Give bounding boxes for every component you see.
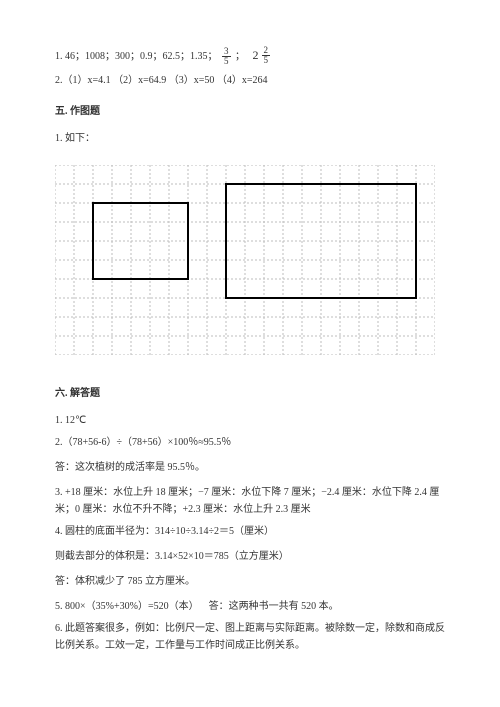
grid-svg — [55, 165, 435, 355]
text-sep: ； — [235, 51, 245, 62]
mixed-number: 2 2 5 — [253, 45, 273, 65]
ans-2: 2.（78+56-6）÷（78+56）×100％≈95.5％ — [55, 434, 445, 451]
answers-line-2: 2.（1）x=4.1 （2）x=64.9 （3）x=50 （4）x=264 — [55, 72, 445, 89]
ans-4: 4. 圆柱的底面半径为：314÷10÷3.14÷2＝5（厘米） — [55, 523, 445, 540]
ans-5: 5. 800×（35%+30%）=520（本） 答：这两种书一共有 520 本。 — [55, 598, 445, 615]
ans-2-reply: 答：这次植树的成活率是 95.5％。 — [55, 459, 445, 476]
ans-5a: 5. 800×（35%+30%）=520（本） — [55, 601, 199, 612]
ans-3: 3. +18 厘米：水位上升 18 厘米；−7 厘米：水位下降 7 厘米；−2.… — [55, 484, 445, 518]
ans-1: 1. 12℃ — [55, 412, 445, 429]
section-6-body: 1. 12℃ 2.（78+56-6）÷（78+56）×100％≈95.5％ 答：… — [55, 412, 445, 654]
fraction-3-5: 3 5 — [222, 47, 231, 66]
section-5-title: 五. 作图题 — [55, 103, 445, 120]
ans-6: 6. 此题答案很多，例如：比例尺一定、图上距离与实际距离。被除数一定，除数和商成… — [55, 620, 445, 654]
drawing-grid — [55, 165, 445, 355]
fraction-2-5: 2 5 — [262, 46, 271, 65]
text-part-a: 1. 46；1008；300；0.9；62.5；1.35； — [55, 51, 218, 62]
section-5-item-1: 1. 如下： — [55, 130, 445, 147]
ans-4b: 则截去部分的体积是：3.14×52×10＝785（立方厘米） — [55, 548, 445, 565]
section-6-title: 六. 解答题 — [55, 385, 445, 402]
ans-5b: 答：这两种书一共有 520 本。 — [209, 601, 339, 612]
ans-4-reply: 答：体积减少了 785 立方厘米。 — [55, 573, 445, 590]
answers-line-1: 1. 46；1008；300；0.9；62.5；1.35； 3 5 ； 2 2 … — [55, 45, 445, 66]
